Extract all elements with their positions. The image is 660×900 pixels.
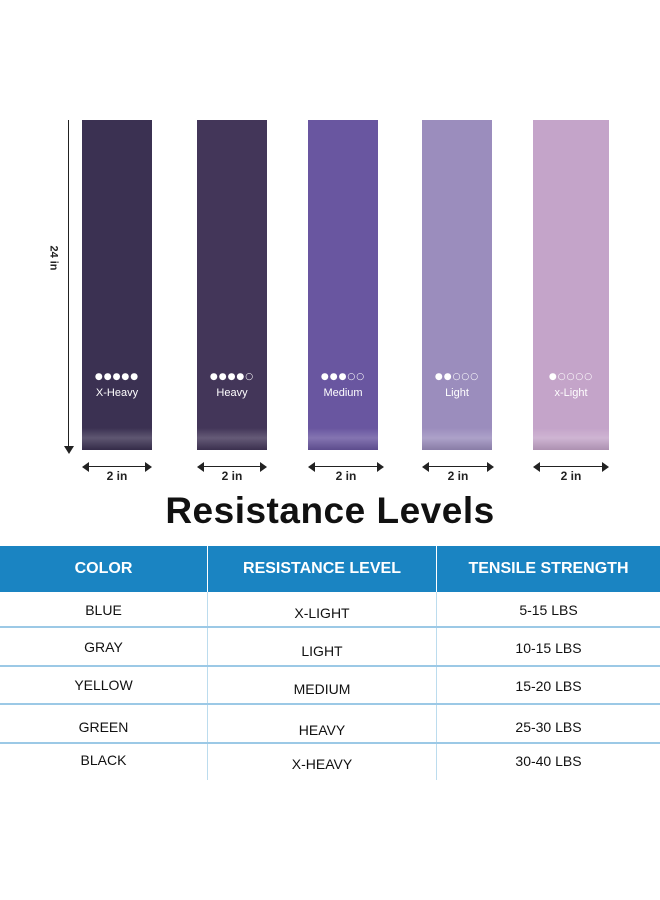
width-dimension-line	[312, 466, 380, 467]
column-header-tensile-strength: TENSILE STRENGTH	[468, 560, 629, 577]
width-label: 2 in	[447, 469, 469, 483]
band-level-label: Light	[445, 387, 469, 399]
resistance-dots: ●●●●●	[94, 372, 140, 382]
arrow-left-icon	[533, 462, 540, 472]
resistance-dots: ●○○○○	[548, 372, 594, 382]
table-cell: MEDIUM	[293, 681, 351, 697]
arrow-left-icon	[82, 462, 89, 472]
table-cell: 10-15 LBS	[515, 640, 582, 656]
header-divider	[207, 546, 208, 592]
arrow-right-icon	[260, 462, 267, 472]
table-cell: YELLOW	[74, 677, 133, 693]
table-cell: BLUE	[85, 602, 122, 618]
height-dimension-line	[68, 120, 69, 450]
band-edge	[422, 428, 492, 450]
band-x-heavy: ●●●●● X-Heavy	[82, 120, 152, 450]
arrow-left-icon	[308, 462, 315, 472]
column-header-color: COLOR	[74, 560, 133, 577]
band-edge	[82, 428, 152, 450]
height-arrow-icon	[64, 446, 74, 454]
band-light: ●●○○○ Light	[422, 120, 492, 450]
table-cell: GREEN	[78, 719, 129, 735]
width-dimension	[308, 461, 384, 473]
table-cell: GRAY	[84, 639, 123, 655]
width-dimension-line	[86, 466, 148, 467]
arrow-right-icon	[145, 462, 152, 472]
width-dimension-line	[426, 466, 490, 467]
page-title: Resistance Levels	[165, 490, 495, 531]
table-header: COLOR RESISTANCE LEVEL TENSILE STRENGTH	[0, 546, 660, 592]
resistance-dots: ●●●●○	[209, 372, 255, 382]
row-divider	[0, 665, 660, 667]
width-dimension-line	[201, 466, 263, 467]
arrow-right-icon	[377, 462, 384, 472]
column-header-resistance-level: RESISTANCE LEVEL	[243, 560, 401, 577]
width-label: 2 in	[560, 469, 582, 483]
band-edge	[197, 428, 267, 450]
width-dimension	[82, 461, 152, 473]
band-edge	[308, 428, 378, 450]
resistance-dots: ●●○○○	[434, 372, 480, 382]
column-divider	[436, 592, 437, 780]
row-divider	[0, 703, 660, 705]
table-cell: X-LIGHT	[294, 605, 350, 621]
band-x-light: ●○○○○ x-Light	[533, 120, 609, 450]
table-cell: 5-15 LBS	[519, 602, 578, 618]
width-dimension	[197, 461, 267, 473]
width-dimension	[533, 461, 609, 473]
column-divider	[207, 592, 208, 780]
table-cell: BLACK	[80, 752, 127, 768]
table-cell: LIGHT	[301, 643, 343, 659]
band-level-label: Heavy	[216, 387, 248, 399]
width-dimension	[422, 461, 494, 473]
arrow-right-icon	[602, 462, 609, 472]
band-edge	[533, 428, 609, 450]
header-divider	[436, 546, 437, 592]
height-label: 24 in	[47, 245, 60, 271]
arrow-left-icon	[197, 462, 204, 472]
table-cell: HEAVY	[298, 722, 346, 738]
table-cell: X-HEAVY	[291, 756, 353, 772]
table-cell: 15-20 LBS	[515, 678, 582, 694]
width-label: 2 in	[106, 469, 128, 483]
band-medium: ●●●○○ Medium	[308, 120, 378, 450]
table-cell: 25-30 LBS	[515, 719, 582, 735]
width-dimension-line	[537, 466, 605, 467]
row-divider	[0, 626, 660, 628]
row-divider	[0, 742, 660, 744]
band-level-label: x-Light	[554, 387, 588, 399]
band-heavy: ●●●●○ Heavy	[197, 120, 267, 450]
width-label: 2 in	[221, 469, 243, 483]
width-label: 2 in	[335, 469, 357, 483]
table-cell: 30-40 LBS	[515, 753, 582, 769]
arrow-left-icon	[422, 462, 429, 472]
band-level-label: X-Heavy	[95, 387, 139, 399]
band-level-label: Medium	[323, 387, 363, 399]
resistance-dots: ●●●○○	[320, 372, 366, 382]
arrow-right-icon	[487, 462, 494, 472]
